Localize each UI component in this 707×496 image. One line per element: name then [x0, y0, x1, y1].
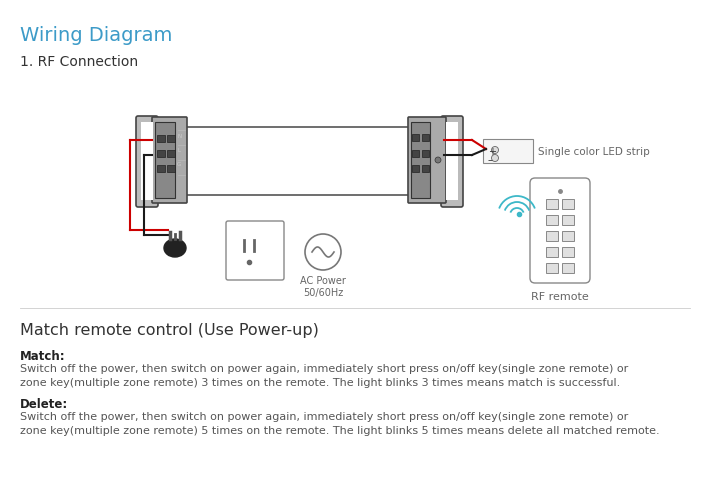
Text: –: –: [488, 155, 493, 165]
Bar: [422, 165, 429, 172]
Bar: [446, 122, 458, 200]
Bar: [167, 150, 175, 157]
Bar: [167, 165, 175, 172]
Bar: [412, 150, 419, 157]
FancyBboxPatch shape: [152, 117, 187, 203]
Text: +: +: [488, 147, 496, 157]
Bar: [562, 199, 574, 209]
Text: Switch off the power, then switch on power again, immediately short press on/off: Switch off the power, then switch on pow…: [20, 364, 629, 388]
FancyBboxPatch shape: [226, 221, 284, 280]
FancyBboxPatch shape: [441, 116, 463, 207]
Bar: [422, 150, 429, 157]
Bar: [562, 231, 574, 241]
Bar: [562, 215, 574, 225]
Text: Single color LED strip: Single color LED strip: [538, 147, 650, 157]
Bar: [422, 134, 429, 141]
FancyBboxPatch shape: [136, 116, 158, 207]
Text: Delete:: Delete:: [20, 398, 69, 411]
Bar: [185, 127, 410, 195]
Ellipse shape: [164, 239, 186, 257]
Bar: [562, 263, 574, 273]
Bar: [411, 122, 430, 198]
Bar: [157, 135, 165, 142]
Text: Match:: Match:: [20, 350, 66, 363]
Bar: [412, 134, 419, 141]
Bar: [546, 215, 558, 225]
Bar: [157, 150, 165, 157]
Text: L: L: [177, 148, 180, 153]
Bar: [546, 199, 558, 209]
Bar: [546, 231, 558, 241]
Bar: [546, 263, 558, 273]
Bar: [157, 165, 165, 172]
Text: Match remote control (Use Power-up): Match remote control (Use Power-up): [20, 323, 319, 338]
FancyBboxPatch shape: [408, 117, 446, 203]
Text: Wiring Diagram: Wiring Diagram: [20, 26, 173, 45]
FancyBboxPatch shape: [530, 178, 590, 283]
Bar: [155, 122, 175, 198]
Text: RF remote: RF remote: [531, 292, 589, 302]
Bar: [167, 135, 175, 142]
Circle shape: [435, 157, 441, 163]
Text: G: G: [177, 163, 181, 168]
Bar: [412, 165, 419, 172]
Bar: [141, 122, 153, 200]
Text: Switch off the power, then switch on power again, immediately short press on/off: Switch off the power, then switch on pow…: [20, 412, 660, 436]
Text: N: N: [177, 134, 181, 139]
Text: 1. RF Connection: 1. RF Connection: [20, 55, 138, 69]
FancyBboxPatch shape: [483, 139, 533, 163]
Bar: [562, 247, 574, 257]
Circle shape: [491, 146, 498, 153]
Bar: [546, 247, 558, 257]
Text: AC Power
50/60Hz: AC Power 50/60Hz: [300, 276, 346, 298]
Circle shape: [491, 154, 498, 162]
